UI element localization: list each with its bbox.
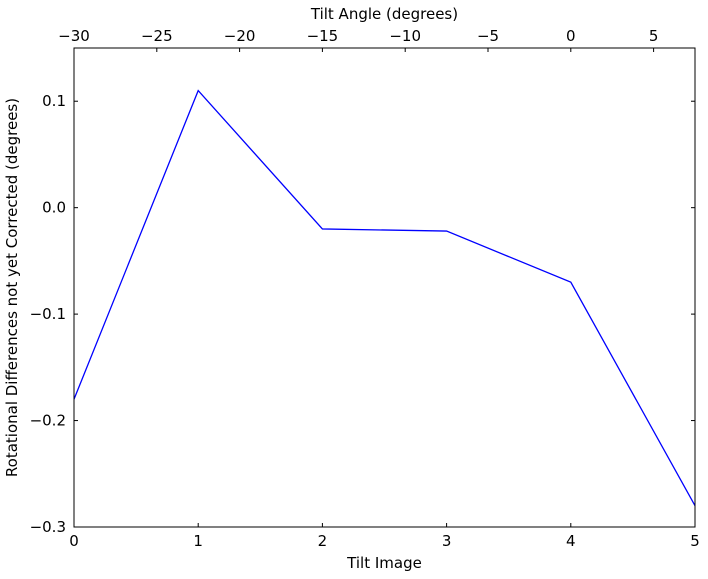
y-tick-label: −0.1 [30,305,66,323]
x-tick-label: 4 [566,532,576,550]
y-axis-label: Rotational Differences not yet Corrected… [3,98,21,477]
top-x-tick-label: −15 [307,27,339,45]
x-axis-label: Tilt Image [346,554,422,572]
top-x-tick-label: −10 [389,27,421,45]
x-tick-label: 1 [193,532,203,550]
x-tick-label: 0 [69,532,79,550]
y-tick-label: 0.0 [42,199,66,217]
x-tick-label: 2 [318,532,328,550]
top-x-tick-label: −30 [58,27,90,45]
y-tick-label: −0.3 [30,518,66,536]
y-tick-label: 0.1 [42,92,66,110]
x-tick-label: 3 [442,532,452,550]
top-x-tick-label: −5 [477,27,499,45]
y-tick-label: −0.2 [30,412,66,430]
top-x-tick-label: 0 [566,27,576,45]
top-x-tick-label: −25 [141,27,173,45]
tick-group: 0 1 2 3 4 5 −30 −25 −20 −15 −10 −5 0 5 0.1 0.0 −0.1 −0.2 −… [30,27,700,550]
x-tick-label: 5 [690,532,700,550]
top-x-tick-label: −20 [224,27,256,45]
top-axis-label: Tilt Angle (degrees) [310,5,458,23]
plot-frame [73,47,696,528]
top-x-tick-label: 5 [649,27,659,45]
data-line-series [73,89,696,507]
